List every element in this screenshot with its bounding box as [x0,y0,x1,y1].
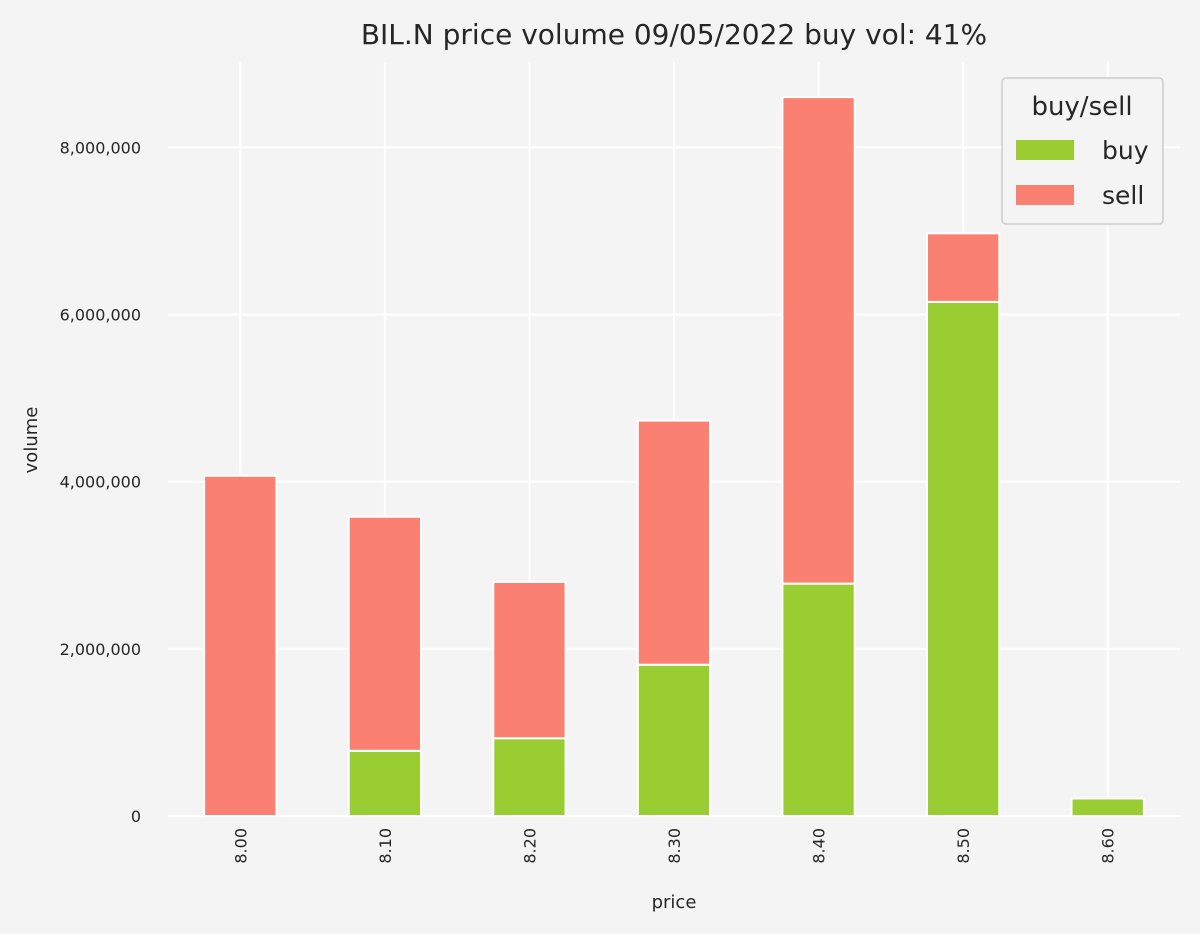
x-tick-label: 8.20 [520,828,539,864]
legend-swatch-sell [1016,185,1074,205]
x-tick-label: 8.60 [1099,828,1118,864]
legend-swatch-buy [1016,140,1074,160]
y-tick-label: 2,000,000 [60,640,141,659]
x-tick-label: 8.50 [954,828,973,864]
y-tick-label: 6,000,000 [60,305,141,324]
legend-title: buy/sell [1031,92,1132,122]
bar-sell-8.40 [781,96,856,585]
bars-group [203,96,1145,818]
bar-buy-8.30 [636,663,712,817]
bar-buy-8.10 [347,749,423,817]
bar-buy-8.60 [1070,797,1145,818]
x-tick-label: 8.40 [810,828,829,864]
bar-sell-8.10 [347,515,423,752]
bar-sell-8.50 [926,232,1001,303]
x-tick-label: 8.10 [376,828,395,864]
bar-buy-8.20 [492,737,567,817]
y-axis-label: volume [21,407,42,474]
x-tick-labels: 8.00 8.10 8.20 8.30 8.40 8.50 8.60 [231,828,1117,864]
x-tick-label: 8.30 [665,828,684,864]
bar-buy-8.50 [926,300,1001,817]
bar-sell-8.00 [203,474,278,817]
legend: buy/sell buy sell [1001,77,1164,225]
legend-items: buy sell [1016,136,1149,210]
y-tick-label: 0 [131,807,141,826]
bar-sell-8.30 [636,419,712,666]
chart-title: BIL.N price volume 09/05/2022 buy vol: 4… [361,18,987,51]
y-tick-label: 8,000,000 [60,138,141,157]
y-tick-label: 4,000,000 [60,473,141,492]
bar-buy-8.40 [781,582,856,817]
x-tick-label: 8.00 [231,828,250,864]
legend-label-sell: sell [1102,181,1144,210]
legend-label-buy: buy [1102,136,1149,165]
x-axis-label: price [652,892,697,913]
y-tick-labels: 0 2,000,000 4,000,000 6,000,000 8,000,000 [60,138,141,826]
bar-sell-8.20 [492,580,567,740]
